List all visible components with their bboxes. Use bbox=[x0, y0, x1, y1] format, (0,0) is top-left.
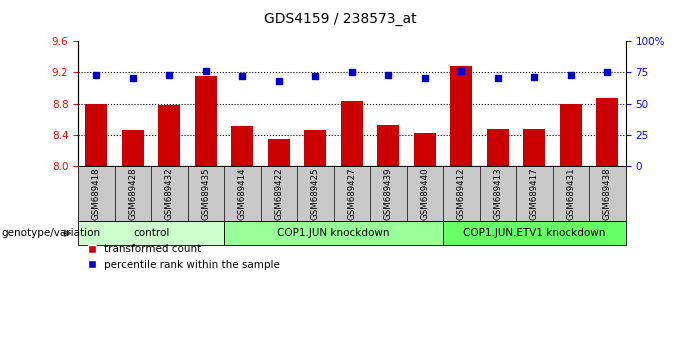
Text: GSM689435: GSM689435 bbox=[201, 167, 210, 220]
Point bbox=[529, 74, 540, 80]
Text: GSM689428: GSM689428 bbox=[129, 167, 137, 220]
Text: GSM689439: GSM689439 bbox=[384, 167, 393, 220]
Text: control: control bbox=[133, 228, 169, 238]
Point bbox=[456, 68, 466, 74]
Bar bbox=[122, 130, 144, 166]
Text: GSM689431: GSM689431 bbox=[566, 167, 575, 220]
Point bbox=[420, 76, 430, 81]
Bar bbox=[86, 103, 107, 166]
Point bbox=[201, 68, 211, 74]
Bar bbox=[305, 130, 326, 166]
Bar bbox=[524, 130, 545, 166]
Text: GSM689438: GSM689438 bbox=[603, 167, 612, 220]
Text: GSM689412: GSM689412 bbox=[457, 167, 466, 220]
Text: genotype/variation: genotype/variation bbox=[1, 228, 101, 238]
Point bbox=[346, 69, 357, 75]
Text: GSM689418: GSM689418 bbox=[92, 167, 101, 220]
Point bbox=[128, 76, 139, 81]
Text: GSM689440: GSM689440 bbox=[420, 167, 429, 220]
Text: GSM689425: GSM689425 bbox=[311, 167, 320, 220]
Bar bbox=[487, 130, 509, 166]
Bar bbox=[341, 101, 363, 166]
Bar bbox=[268, 139, 290, 166]
Bar bbox=[231, 126, 254, 166]
Text: GSM689417: GSM689417 bbox=[530, 167, 539, 220]
Point bbox=[383, 72, 394, 78]
Bar bbox=[377, 125, 399, 166]
Bar bbox=[158, 105, 180, 166]
Text: GDS4159 / 238573_at: GDS4159 / 238573_at bbox=[264, 12, 416, 27]
Bar bbox=[414, 133, 436, 166]
Text: COP1.JUN knockdown: COP1.JUN knockdown bbox=[277, 228, 390, 238]
Point bbox=[492, 76, 503, 81]
Point bbox=[565, 72, 576, 78]
Legend: transformed count, percentile rank within the sample: transformed count, percentile rank withi… bbox=[84, 240, 284, 274]
Point bbox=[602, 69, 613, 75]
Text: GSM689414: GSM689414 bbox=[238, 167, 247, 220]
Text: GSM689413: GSM689413 bbox=[494, 167, 503, 220]
Bar bbox=[596, 98, 618, 166]
Text: GSM689422: GSM689422 bbox=[275, 167, 284, 220]
Point bbox=[237, 73, 248, 79]
Bar bbox=[195, 76, 217, 166]
Bar bbox=[450, 66, 473, 166]
Text: COP1.JUN.ETV1 knockdown: COP1.JUN.ETV1 knockdown bbox=[463, 228, 606, 238]
Bar bbox=[560, 103, 582, 166]
Point bbox=[164, 72, 175, 78]
Point bbox=[310, 73, 321, 79]
Point bbox=[273, 78, 284, 84]
Text: GSM689432: GSM689432 bbox=[165, 167, 174, 220]
Point bbox=[91, 72, 102, 78]
Text: GSM689427: GSM689427 bbox=[347, 167, 356, 220]
